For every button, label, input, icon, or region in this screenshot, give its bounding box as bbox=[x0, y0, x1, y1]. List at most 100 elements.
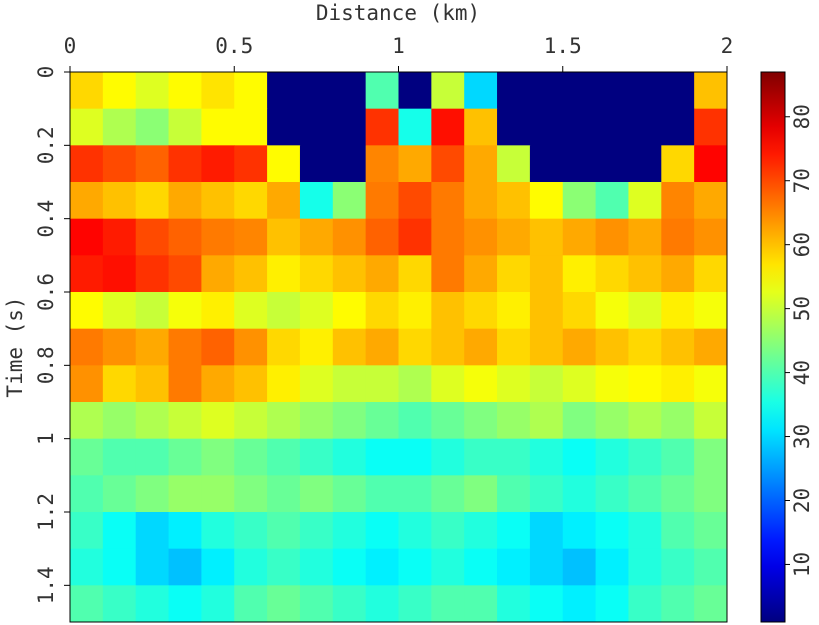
heat-cell bbox=[431, 255, 465, 293]
heat-cell bbox=[562, 548, 597, 586]
y-tick-label: 0.2 bbox=[34, 126, 58, 164]
heat-cell bbox=[267, 72, 301, 110]
heat-cell bbox=[267, 108, 301, 146]
heat-cell bbox=[267, 218, 301, 256]
heat-cell bbox=[135, 292, 170, 330]
heatmap bbox=[70, 72, 728, 623]
y-tick-label: 1.4 bbox=[34, 566, 58, 604]
heat-cell bbox=[299, 402, 334, 440]
heat-cell bbox=[398, 475, 432, 513]
heat-cell bbox=[135, 145, 170, 183]
heat-cell bbox=[661, 218, 695, 256]
heat-cell bbox=[102, 108, 137, 146]
heat-cell bbox=[267, 548, 301, 586]
heat-cell bbox=[365, 402, 399, 440]
heat-cell bbox=[267, 475, 301, 513]
heat-cell bbox=[464, 585, 498, 623]
heat-cell bbox=[70, 548, 104, 586]
heat-cell bbox=[431, 438, 465, 476]
heat-cell bbox=[398, 182, 432, 220]
heat-cell bbox=[201, 218, 235, 256]
colorbar-tick-label: 10 bbox=[790, 552, 814, 577]
heat-cell bbox=[529, 585, 564, 623]
heat-cell bbox=[299, 255, 334, 293]
heat-cell bbox=[529, 402, 564, 440]
heat-cell bbox=[431, 108, 465, 146]
heat-cell bbox=[234, 548, 268, 586]
heat-cell bbox=[595, 182, 629, 220]
heat-cell bbox=[267, 438, 301, 476]
heat-cell bbox=[431, 548, 465, 586]
heat-cell bbox=[102, 548, 137, 586]
heat-cell bbox=[562, 182, 597, 220]
heat-cell bbox=[661, 328, 695, 366]
heat-cell bbox=[398, 72, 432, 110]
heat-cell bbox=[267, 328, 301, 366]
heat-cell bbox=[628, 438, 662, 476]
heat-cell bbox=[102, 182, 137, 220]
heat-cell bbox=[267, 255, 301, 293]
heat-cell bbox=[595, 292, 629, 330]
heat-cell bbox=[529, 475, 564, 513]
heat-cell bbox=[562, 328, 597, 366]
heat-cell bbox=[595, 145, 629, 183]
heat-cell bbox=[234, 72, 268, 110]
heat-cell bbox=[201, 512, 235, 550]
heat-cell bbox=[497, 328, 531, 366]
heat-cell bbox=[497, 108, 531, 146]
heat-cell bbox=[201, 108, 235, 146]
heat-cell bbox=[431, 145, 465, 183]
heat-cell bbox=[464, 255, 498, 293]
heat-cell bbox=[168, 255, 202, 293]
heat-cell bbox=[234, 328, 268, 366]
heat-cell bbox=[332, 365, 367, 403]
heat-cell bbox=[694, 328, 728, 366]
heat-cell bbox=[694, 255, 728, 293]
heat-cell bbox=[168, 365, 202, 403]
heat-cell bbox=[431, 292, 465, 330]
heat-cell bbox=[628, 365, 662, 403]
heat-cell bbox=[661, 402, 695, 440]
heat-cell bbox=[168, 108, 202, 146]
heat-cell bbox=[661, 108, 695, 146]
x-tick-label: 2 bbox=[721, 34, 734, 58]
heat-cell bbox=[562, 585, 597, 623]
heat-cell bbox=[102, 438, 137, 476]
heat-cell bbox=[497, 145, 531, 183]
heat-cell bbox=[70, 255, 104, 293]
heat-cell bbox=[234, 182, 268, 220]
colorbar-tick-label: 50 bbox=[790, 296, 814, 321]
heat-cell bbox=[201, 328, 235, 366]
heat-cell bbox=[201, 182, 235, 220]
heat-cell bbox=[299, 512, 334, 550]
heat-cell bbox=[201, 402, 235, 440]
heat-cell bbox=[299, 292, 334, 330]
heat-cell bbox=[102, 255, 137, 293]
heat-cell bbox=[628, 328, 662, 366]
heat-cell bbox=[299, 585, 334, 623]
heat-cell bbox=[135, 328, 170, 366]
heat-cell bbox=[135, 548, 170, 586]
heat-cell bbox=[135, 108, 170, 146]
heat-cell bbox=[267, 585, 301, 623]
heat-cell bbox=[595, 585, 629, 623]
heat-cell bbox=[464, 548, 498, 586]
heat-cell bbox=[562, 218, 597, 256]
heat-cell bbox=[135, 585, 170, 623]
heat-cell bbox=[562, 72, 597, 110]
heat-cell bbox=[595, 328, 629, 366]
heat-cell bbox=[661, 292, 695, 330]
colorbar-tick-label: 70 bbox=[790, 168, 814, 193]
heat-cell bbox=[398, 255, 432, 293]
heat-cell bbox=[497, 402, 531, 440]
x-axis-title: Distance (km) bbox=[316, 1, 480, 25]
heat-cell bbox=[497, 365, 531, 403]
heat-cell bbox=[529, 72, 564, 110]
heat-cell bbox=[70, 328, 104, 366]
heat-cell bbox=[299, 548, 334, 586]
heat-cell bbox=[595, 218, 629, 256]
heat-cell bbox=[562, 438, 597, 476]
colorbar-tick-label: 30 bbox=[790, 424, 814, 449]
